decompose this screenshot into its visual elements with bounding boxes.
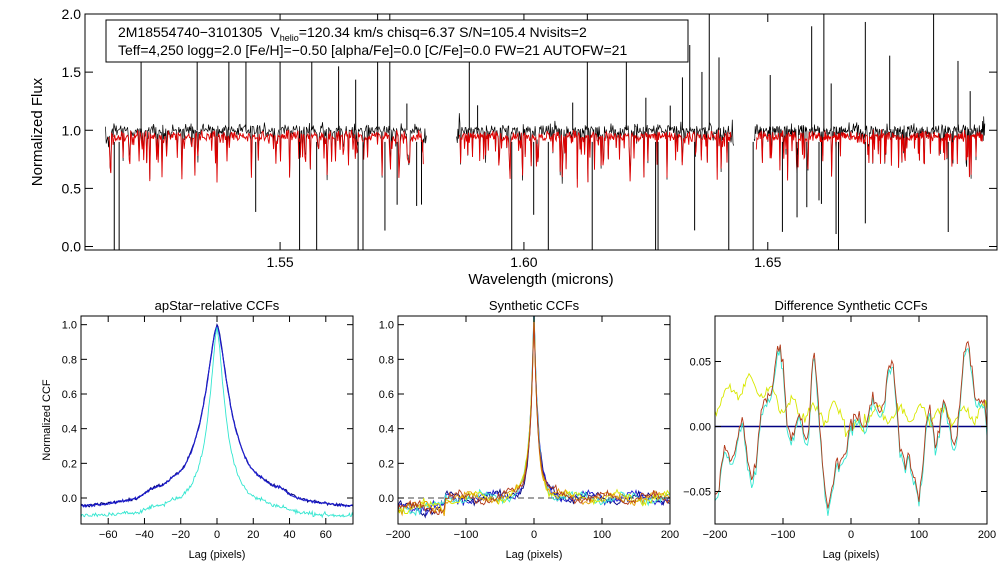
x-tick-label: −200	[703, 529, 728, 541]
x-tick-label: −100	[454, 529, 479, 541]
x-tick-label: −40	[135, 529, 154, 541]
x-tick-label: −200	[386, 529, 411, 541]
x-tick-label: 100	[593, 529, 611, 541]
synthetic-ccf-title: Synthetic CCFs	[489, 298, 580, 313]
apstar-ccf-series-2	[81, 325, 353, 508]
apstar-ccf-series-1	[81, 323, 353, 508]
difference-ccf-title: Difference Synthetic CCFs	[775, 298, 928, 313]
y-tick-label: 0.6	[379, 389, 394, 401]
header-line-1: 2M18554740−3101305 Vhelio=120.34 km/s chi…	[118, 24, 587, 43]
x-tick-label: 1.55	[266, 254, 293, 270]
spectrum-plot-frame	[84, 13, 998, 251]
y-tick-label: 0.00	[690, 421, 711, 433]
y-tick-label: 0.0	[379, 493, 394, 505]
y-tick-label: 1.0	[62, 122, 82, 138]
y-tick-label: 1.5	[62, 64, 82, 80]
header-stats: =120.34 km/s chisq=6.37 S/N=105.4 Nvisit…	[299, 24, 587, 40]
x-tick-label: 100	[910, 529, 928, 541]
y-tick-label: 0.0	[62, 493, 77, 505]
model-spectrum-chip-1	[108, 129, 424, 183]
header-info-box	[105, 19, 689, 63]
y-tick-label: 0.6	[62, 389, 77, 401]
synthetic-ccf-x-axis-label: Lag (pixels)	[506, 549, 563, 561]
y-tick-label: 0.8	[62, 354, 77, 366]
v-helio-subscript: helio	[280, 33, 299, 43]
apstar-ccf-series-3	[81, 327, 353, 519]
x-tick-label: 0	[214, 529, 220, 541]
x-tick-label: 200	[978, 529, 996, 541]
spectrum-y-axis-label: Normalized Flux	[29, 77, 46, 186]
y-tick-label: 0.8	[379, 354, 394, 366]
synthetic-ccf-panel: −200 −100 0 100 200 0.0 0.2 0.4 0.6 0.8 1.0 Synthe…	[379, 298, 679, 561]
x-tick-label: −60	[99, 529, 118, 541]
y-tick-label: 2.0	[62, 6, 82, 22]
apstar-ccf-y-axis-label: Normalized CCF	[41, 379, 53, 461]
y-tick-label: −0.05	[683, 486, 711, 498]
star-id: 2M18554740−3101305	[118, 24, 263, 40]
y-tick-label: 0.2	[379, 458, 394, 470]
y-tick-label: 1.0	[62, 320, 77, 332]
model-spectrum-chip-2	[458, 129, 732, 188]
apstar-ccf-panel: −60 −40 −20 0 20 40 60 0.0 0.2 0.4 0.6 0.8 1.0 apSta…	[41, 298, 354, 561]
x-tick-label: 0	[531, 529, 537, 541]
difference-ccf-panel: −200 −100 0 100 200 −0.05 0.00 0.05 Difference …	[683, 298, 996, 561]
x-tick-label: 40	[283, 529, 295, 541]
y-tick-label: 0.5	[62, 180, 82, 196]
x-tick-label: −20	[171, 529, 190, 541]
x-tick-label: 1.60	[510, 254, 537, 270]
x-tick-label: 20	[247, 529, 259, 541]
x-tick-label: 60	[320, 529, 332, 541]
spectrum-panel: 1.55 1.60 1.65 0.0 0.5 1.0 1.5 2.0 Wavelength (…	[29, 6, 998, 288]
x-tick-label: 200	[661, 529, 679, 541]
x-tick-label: −100	[771, 529, 796, 541]
difference-ccf-x-axis-label: Lag (pixels)	[823, 549, 880, 561]
y-tick-label: 0.0	[62, 239, 82, 255]
spectrum-x-axis-label: Wavelength (microns)	[468, 271, 613, 288]
model-spectrum-chip-3	[755, 129, 984, 181]
header-line-2: Teff=4,250 logg=2.0 [Fe/H]=−0.50 [alpha/…	[118, 42, 627, 58]
y-tick-label: 0.4	[379, 424, 394, 436]
y-tick-label: 0.05	[690, 356, 711, 368]
x-tick-label: 0	[848, 529, 854, 541]
y-tick-label: 1.0	[379, 320, 394, 332]
apstar-ccf-x-axis-label: Lag (pixels)	[189, 549, 246, 561]
y-tick-label: 0.2	[62, 458, 77, 470]
y-tick-label: 0.4	[62, 424, 77, 436]
difference-ccf-series-4	[715, 340, 987, 509]
v-helio-prefix: V	[270, 24, 280, 40]
x-tick-label: 1.65	[754, 254, 781, 270]
observed-spectrum-chip-3	[753, 116, 986, 179]
apstar-ccf-title: apStar−relative CCFs	[155, 298, 280, 313]
synthetic-ccf-series-3	[398, 316, 670, 517]
